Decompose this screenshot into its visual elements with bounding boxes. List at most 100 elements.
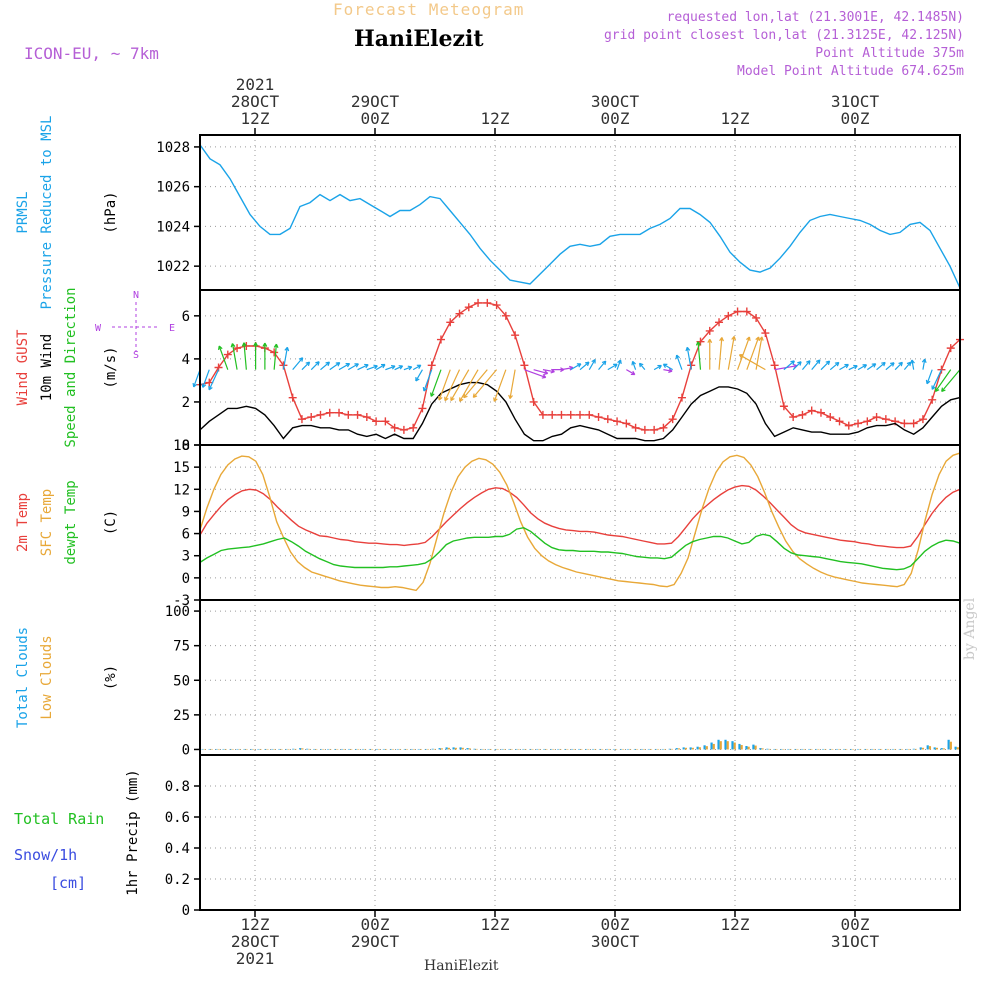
cloud-bar-low — [866, 748, 869, 750]
gust-marker — [715, 318, 724, 327]
x-tick-label-top: 30OCT — [591, 92, 640, 111]
cloud-bar-total — [808, 748, 811, 750]
cloud-bar-total — [264, 748, 267, 750]
gust-marker — [705, 326, 714, 335]
wind-arrow — [192, 369, 201, 388]
gust-marker — [677, 393, 686, 402]
gust-marker — [288, 393, 297, 402]
y-tick-label: 25 — [173, 708, 190, 724]
x-tick-label-top: 2021 — [236, 75, 275, 94]
cloud-bar-total — [591, 748, 595, 750]
wind-arrow — [738, 354, 766, 371]
gust-marker — [557, 410, 566, 419]
cloud-bar-total — [787, 748, 790, 750]
wind-arrow — [385, 364, 396, 371]
cloud-bar-total — [445, 747, 448, 750]
gust-marker — [270, 348, 279, 357]
panel-unit: (hPa) — [103, 191, 119, 233]
wind-arrow — [253, 342, 259, 370]
cloud-bar-total — [612, 748, 616, 750]
cloud-bar-total — [459, 747, 462, 750]
cloud-bar-low — [615, 748, 618, 750]
wind-arrow — [801, 360, 811, 371]
gust-marker — [353, 410, 362, 419]
cloud-bar-total — [578, 748, 581, 750]
cloud-bar-total — [654, 748, 657, 750]
wind-arrow — [934, 369, 952, 392]
x-tick-label-bottom: 31OCT — [831, 932, 880, 951]
point-altitude: Point Altitude 375m — [815, 46, 964, 61]
cloud-bar-low — [907, 748, 911, 750]
wind-arrow — [746, 336, 760, 370]
wind-arrow — [662, 363, 673, 371]
y-tick-label: 1022 — [156, 259, 190, 275]
cloud-bar-low — [768, 748, 771, 750]
x-tick-label-top: 29OCT — [351, 92, 400, 111]
gust-marker — [631, 423, 640, 432]
gust-marker — [409, 423, 418, 432]
cloud-bar-total — [696, 746, 699, 750]
cloud-bar-total — [801, 748, 804, 750]
y-tick-label: 0.6 — [165, 810, 190, 826]
cloud-bar-low — [629, 748, 632, 750]
cloud-bar-total — [424, 748, 427, 750]
cloud-bar-low — [935, 747, 938, 750]
gust-marker — [854, 419, 863, 428]
cloud-bar-total — [550, 748, 553, 750]
cloud-bar-total — [759, 748, 762, 750]
cloud-bar-low — [552, 748, 555, 750]
wind-arrow — [894, 361, 903, 371]
gust-marker — [529, 397, 538, 406]
cloud-bar-low — [357, 748, 360, 750]
cloud-bar-total — [403, 748, 406, 750]
cloud-bar-low — [782, 748, 785, 750]
y-tick-label: 12 — [173, 482, 190, 498]
compass-west: W — [95, 323, 102, 334]
cloud-bar-total — [724, 739, 727, 750]
cloud-bar-low — [859, 748, 862, 750]
panel-ylabel: Wind GUST — [15, 329, 31, 405]
cloud-bar-low — [810, 748, 813, 750]
wind-arrow — [783, 360, 795, 371]
wind-arrow — [626, 369, 636, 376]
cloud-bar-low — [663, 748, 667, 750]
x-tick-label-bottom: 12Z — [721, 915, 750, 934]
y-tick-label: 15 — [173, 460, 190, 476]
wind-arrow — [273, 343, 279, 370]
wind-arrow — [925, 369, 933, 385]
wind-arrow — [663, 368, 673, 374]
x-tick-label-bottom: 00Z — [601, 915, 630, 934]
wind-arrow — [230, 343, 238, 370]
cloud-bar-total — [215, 748, 218, 750]
x-tick-label-top: 12Z — [481, 109, 510, 128]
model-point-altitude: Model Point Altitude 674.625m — [737, 64, 964, 79]
wind-arrow — [282, 346, 290, 370]
gust-marker — [372, 417, 381, 426]
cloud-bar-low — [475, 748, 478, 750]
y-tick-label: 0 — [182, 903, 190, 919]
wind-arrow — [607, 363, 618, 371]
cloud-bar-low — [761, 748, 764, 750]
gust-marker — [900, 419, 909, 428]
wind-arrow — [301, 361, 311, 371]
wind-arrow — [375, 363, 386, 371]
wind-arrow — [588, 358, 596, 370]
cloud-bar-low — [747, 746, 750, 750]
cloud-bar-total — [473, 748, 476, 750]
cloud-bar-low — [712, 743, 715, 750]
y-tick-label: 0 — [182, 438, 190, 454]
x-tick-label-top: 31OCT — [831, 92, 880, 111]
y-tick-label: 100 — [165, 604, 190, 620]
y-tick-label: 6 — [182, 527, 190, 543]
wind-arrow — [921, 358, 927, 370]
cloud-bar-low — [691, 747, 694, 750]
cloud-bar-low — [524, 748, 527, 750]
gust-marker — [548, 410, 557, 419]
cloud-bar-total — [529, 748, 532, 750]
wind-arrow — [329, 362, 341, 371]
cloud-bar-low — [371, 748, 374, 750]
cloud-bar-total — [815, 748, 818, 750]
cloud-bar-total — [515, 748, 518, 750]
cloud-bar-low — [280, 748, 283, 750]
